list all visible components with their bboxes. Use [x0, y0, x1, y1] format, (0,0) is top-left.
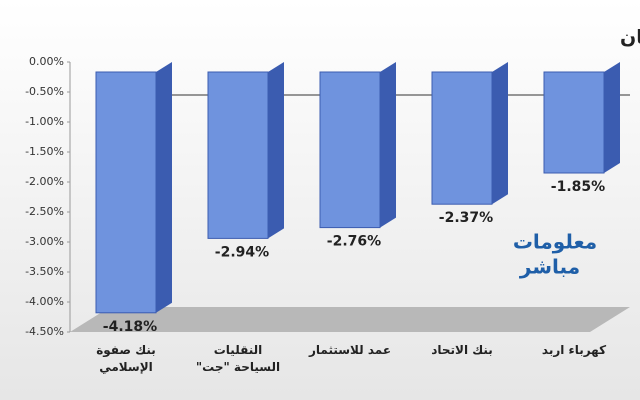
value-label: -2.76% [327, 234, 381, 250]
bar-side [156, 62, 172, 313]
y-tick-label: -2.00% [25, 175, 64, 188]
value-label: -2.94% [215, 244, 269, 260]
bar [207, 71, 269, 239]
chart-title: أكثر 5 أسهم متراجعة ببورصة عمّان [620, 25, 640, 49]
y-tick-label: 0.00% [29, 55, 64, 68]
y-tick-label: -3.50% [25, 265, 64, 278]
logo-text: معلومات [513, 230, 597, 254]
value-label: -1.85% [551, 179, 605, 195]
y-tick-label: -2.50% [25, 205, 64, 218]
bar [431, 71, 493, 205]
value-label: -4.18% [103, 319, 157, 335]
y-tick-label: -1.50% [25, 145, 64, 158]
y-tick-label: -0.50% [25, 85, 64, 98]
floor [70, 307, 630, 332]
x-tick-label: بنك الاتحاد [431, 343, 493, 357]
y-tick-label: -1.00% [25, 115, 64, 128]
x-tick-label: بنك صفوة الإسلامي [96, 343, 156, 374]
y-tick-label: -3.00% [25, 235, 64, 248]
y-tick-label: -4.50% [25, 325, 64, 338]
value-label: -2.37% [439, 210, 493, 226]
bar [319, 71, 381, 229]
bar-side [268, 62, 284, 239]
x-tick-label: النقليات السياحة "جت" [195, 343, 281, 374]
bar-side [380, 62, 396, 228]
x-tick-label: عمد للاستثمار [308, 343, 392, 357]
y-tick-label: -4.00% [25, 295, 64, 308]
x-tick-label: كهرباء اربد [541, 343, 607, 357]
logo-text: مباشر [519, 255, 580, 279]
bar [543, 71, 605, 174]
bar [95, 71, 157, 314]
bar-side [492, 62, 508, 205]
bar-side [604, 62, 620, 173]
